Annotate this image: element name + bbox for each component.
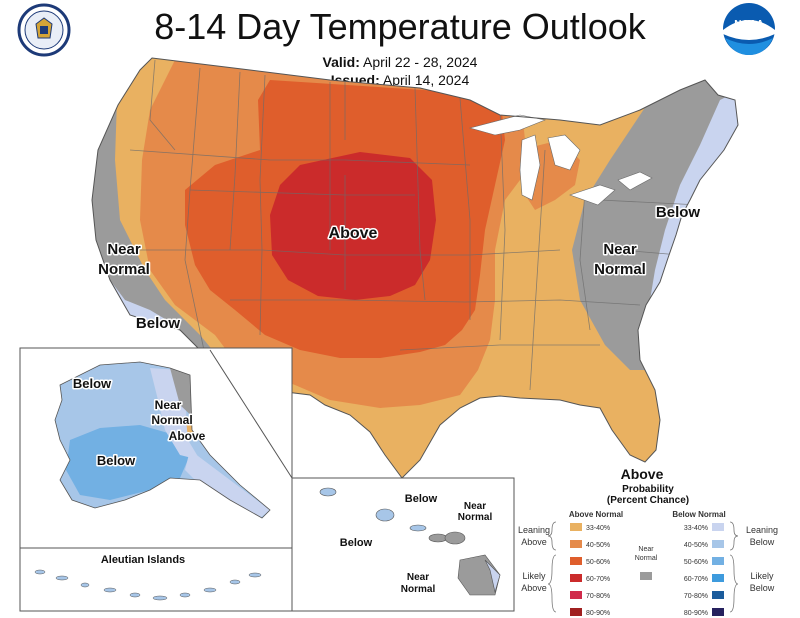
legend-bracket-leaning-above [547, 521, 557, 551]
ak-normal-label: Normal [151, 413, 192, 427]
legend-bracket-likely-below [729, 554, 739, 613]
valid-label: Valid: [322, 54, 360, 70]
conus-sw-below-label: Below [136, 315, 181, 332]
legend-subtitle-2: (Percent Chance) [607, 495, 689, 506]
commerce-seal-logo [17, 3, 71, 57]
legend-below-header: Below Normal [672, 510, 725, 519]
conus-west-near-label: Near [107, 241, 141, 258]
conus-ne-below-label: Below [656, 204, 701, 221]
legend-near-swatch [640, 572, 652, 580]
legend-above-bin-3: 50-60% [586, 559, 610, 566]
legend-near-line2: Normal [635, 555, 658, 562]
legend-below-swatches [712, 523, 724, 616]
legend-below-bin-1: 33-40% [684, 525, 708, 532]
great-lakes [468, 114, 653, 206]
conus-east-near-label: Near [603, 241, 637, 258]
inset-connector [209, 349, 293, 479]
legend-leaning-below-2: Below [750, 537, 775, 547]
conus-above-label: Above [329, 225, 378, 242]
legend-above-bin-2: 40-50% [586, 542, 610, 549]
legend-below-bin-2: 40-50% [684, 542, 708, 549]
legend-below-bin-6: 80-90% [684, 610, 708, 617]
conus-east-normal-label: Normal [594, 261, 646, 278]
legend-likely-below-2: Below [750, 583, 775, 593]
legend-subtitle-1: Probability [622, 484, 674, 495]
hi-near-1-label: Near [464, 501, 486, 512]
ak-above-label: Above [169, 429, 206, 443]
legend-leaning-above-2: Above [521, 537, 547, 547]
hi-near-2-label: Near [407, 572, 429, 583]
conus-outline [91, 57, 739, 479]
valid-dates: Valid: April 22 - 28, 2024 [0, 54, 800, 70]
legend-near-line1: Near [638, 546, 654, 553]
legend-title: Above [621, 466, 664, 482]
legend-likely-above-1: Likely [522, 571, 546, 581]
ak-near-label: Near [155, 398, 182, 412]
legend-bracket-leaning-below [729, 521, 739, 551]
legend-leaning-above-1: Leaning [518, 525, 550, 535]
legend-leaning-below-1: Leaning [746, 525, 778, 535]
legend-above-bin-5: 70-80% [586, 593, 610, 600]
legend-above-bin-1: 33-40% [586, 525, 610, 532]
hi-normal-2-label: Normal [401, 584, 436, 595]
legend-above-bin-4: 60-70% [586, 576, 610, 583]
hi-below-1-label: Below [405, 493, 438, 505]
aleutian-islands [34, 569, 262, 601]
ak-below-south-label: Below [97, 453, 136, 468]
ak-below-north-label: Below [73, 376, 112, 391]
conus-state-lines [129, 59, 701, 391]
noaa-wordmark: NOAA [734, 19, 763, 30]
legend-above-swatches [570, 523, 582, 616]
legend-bracket-likely-above [547, 554, 557, 613]
legend-likely-above-2: Above [521, 583, 547, 593]
hi-normal-1-label: Normal [458, 512, 493, 523]
legend: Above Probability (Percent Chance) Above… [518, 466, 778, 617]
legend-below-bin-4: 60-70% [684, 576, 708, 583]
conus-west-normal-label: Normal [98, 261, 150, 278]
issued-value: April 14, 2024 [382, 72, 470, 88]
legend-above-header: Above Normal [569, 510, 623, 519]
legend-below-bin-3: 50-60% [684, 559, 708, 566]
hawaii-islands [319, 487, 501, 596]
page-title: 8-14 Day Temperature Outlook [154, 6, 646, 47]
legend-below-bin-5: 70-80% [684, 593, 708, 600]
alaska-outline [54, 361, 271, 519]
valid-value: April 22 - 28, 2024 [363, 54, 478, 70]
noaa-logo: NOAA [723, 3, 775, 55]
legend-likely-below-1: Likely [750, 571, 774, 581]
hawaii-inset-frame [291, 477, 515, 612]
hi-below-2-label: Below [340, 537, 373, 549]
aleutian-title: Aleutian Islands [101, 554, 185, 566]
legend-above-bin-6: 80-90% [586, 610, 610, 617]
